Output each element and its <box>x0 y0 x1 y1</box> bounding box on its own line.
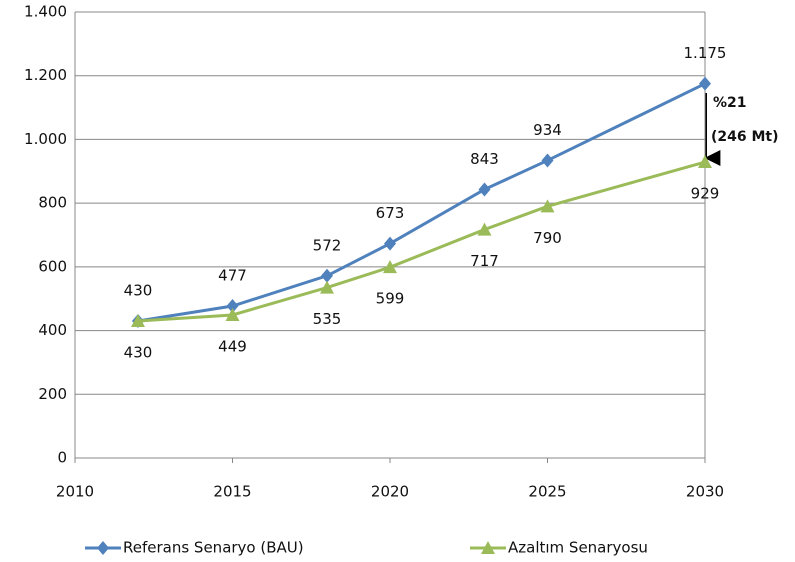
data-label: 717 <box>470 252 499 270</box>
y-tick-label: 1.200 <box>24 66 67 84</box>
legend-marker <box>481 541 495 554</box>
data-point <box>477 222 492 236</box>
data-point <box>541 153 554 168</box>
data-label: 599 <box>376 290 405 308</box>
y-tick-label: 0 <box>57 449 67 467</box>
data-point <box>699 76 711 91</box>
data-label: 934 <box>533 121 562 139</box>
data-label: 535 <box>313 310 342 328</box>
data-label: 790 <box>533 229 562 247</box>
data-point <box>225 307 240 321</box>
legend-label: Referans Senaryo (BAU) <box>123 539 304 557</box>
annotation: %21 <box>713 95 747 111</box>
legend-marker <box>97 541 109 555</box>
data-label: 673 <box>376 204 405 222</box>
y-tick-label: 800 <box>38 194 67 212</box>
data-point <box>478 182 491 197</box>
data-label: 572 <box>313 236 342 254</box>
y-tick-label: 1.400 <box>24 3 67 21</box>
y-tick-label: 200 <box>38 385 67 403</box>
data-label: 477 <box>218 267 247 285</box>
data-point <box>383 260 397 274</box>
data-point <box>226 299 239 314</box>
y-tick-label: 600 <box>38 257 67 275</box>
data-point <box>131 314 145 328</box>
data-label: 843 <box>470 150 499 168</box>
annotation: (246 Mt) <box>711 129 779 145</box>
series-line <box>137 82 706 323</box>
x-tick-label: 2025 <box>528 483 566 501</box>
data-label: 430 <box>124 344 153 362</box>
y-tick-label: 1.000 <box>24 130 67 148</box>
data-point <box>384 236 396 251</box>
x-tick-label: 2030 <box>686 483 724 501</box>
x-tick-label: 2010 <box>56 483 94 501</box>
x-tick-label: 2015 <box>213 483 251 501</box>
data-label: 929 <box>691 185 720 203</box>
y-tick-label: 400 <box>38 321 67 339</box>
data-point <box>321 268 333 283</box>
data-point <box>540 199 555 213</box>
data-point <box>698 155 712 169</box>
x-tick-label: 2020 <box>371 483 409 501</box>
legend-label: Azaltım Senaryosu <box>508 539 648 557</box>
series-line <box>137 160 706 323</box>
data-label: 449 <box>218 337 247 355</box>
data-label: 430 <box>124 282 153 300</box>
data-point <box>320 280 334 294</box>
data-label: 1.175 <box>684 44 727 62</box>
